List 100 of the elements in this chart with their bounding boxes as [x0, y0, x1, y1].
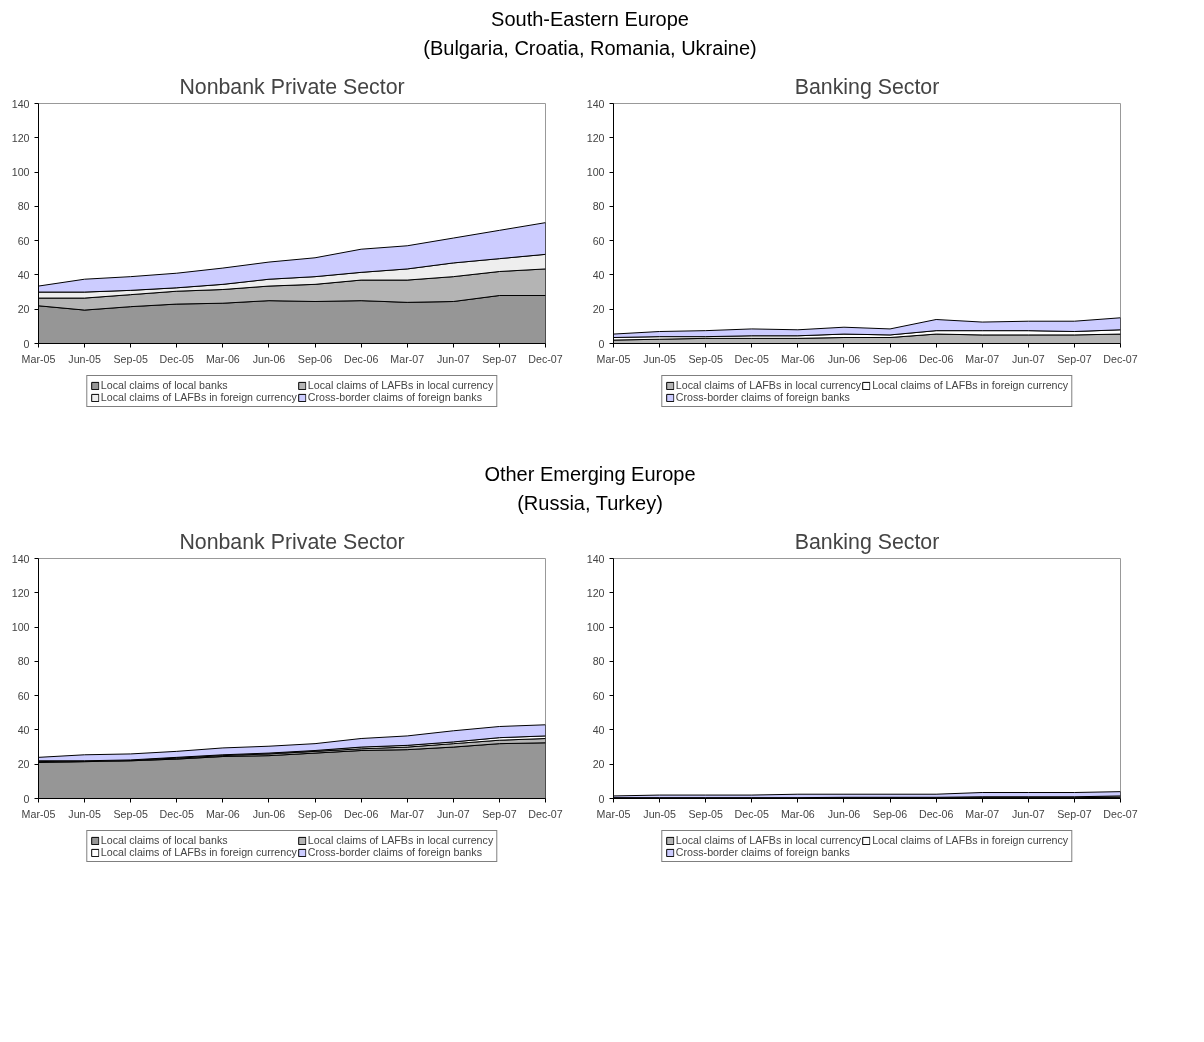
x-tick-label: Sep-07	[482, 807, 517, 820]
x-tick-label: Mar-07	[965, 807, 1000, 820]
y-tick-label: 80	[592, 655, 605, 668]
legend-label: Local claims of LAFBs in local currency	[675, 379, 862, 392]
y-tick-label: 40	[17, 724, 30, 737]
legend-label: Local claims of LAFBs in foreign currency	[100, 846, 297, 859]
x-tick-label: Sep-07	[1057, 352, 1092, 365]
y-tick-label: 0	[23, 337, 30, 350]
y-tick-label: 140	[586, 97, 605, 110]
chart-subtitle: Nonbank Private Sector	[179, 529, 405, 554]
y-tick-label: 20	[592, 303, 605, 316]
y-tick-label: 140	[11, 552, 30, 565]
legend-label: Local claims of LAFBs in foreign currency	[872, 834, 1069, 847]
y-tick-label: 20	[17, 758, 30, 771]
text: South-Eastern Europe (Bulgaria, Croatia, Romania, Ukraine)	[422, 7, 758, 61]
y-tick-label: 40	[592, 724, 605, 737]
x-tick-label: Mar-06	[780, 807, 815, 820]
legend-label: Cross-border claims of foreign banks	[675, 846, 850, 859]
y-tick-label: 100	[586, 166, 605, 179]
y-tick-label: 60	[592, 689, 605, 702]
chart-subtitle: Banking Sector	[794, 529, 940, 554]
x-tick-label: Sep-07	[1057, 807, 1092, 820]
y-tick-label: 60	[17, 689, 30, 702]
x-tick-label: Jun-07	[437, 352, 470, 365]
x-tick-label: Dec-07	[1103, 807, 1138, 820]
x-tick-label: Dec-05	[734, 352, 770, 365]
y-tick-label: 20	[592, 758, 605, 771]
x-tick-label: Dec-06	[918, 352, 954, 365]
y-tick-label: 40	[592, 269, 605, 282]
x-tick-label: Dec-07	[1103, 352, 1138, 365]
x-tick-label: Dec-06	[343, 807, 379, 820]
y-tick-label: 80	[17, 200, 30, 213]
legend-label: Local claims of LAFBs in foreign currency	[872, 379, 1069, 392]
x-tick-label: Dec-05	[734, 807, 770, 820]
legend-label: Cross-border claims of foreign banks	[307, 391, 482, 404]
y-tick-label: 0	[598, 337, 605, 350]
y-tick-label: 100	[11, 166, 30, 179]
x-tick-label: Mar-07	[390, 807, 425, 820]
x-tick-label: Mar-05	[21, 807, 56, 820]
y-tick-label: 120	[586, 131, 605, 144]
x-tick-label: Mar-06	[780, 352, 815, 365]
x-tick-label: Dec-05	[159, 807, 195, 820]
x-tick-label: Jun-06	[252, 807, 286, 820]
x-tick-label: Mar-05	[21, 352, 56, 365]
x-tick-label: Jun-05	[68, 807, 101, 820]
y-tick-label: 20	[17, 303, 30, 316]
x-tick-label: Sep-06	[297, 807, 333, 820]
x-tick-label: Dec-06	[343, 352, 379, 365]
x-tick-label: Sep-05	[113, 807, 148, 820]
legend-label: Local claims of LAFBs in foreign currency	[100, 391, 297, 404]
legend-label: Cross-border claims of foreign banks	[307, 846, 482, 859]
x-tick-label: Dec-06	[918, 807, 954, 820]
legend-label: Cross-border claims of foreign banks	[675, 391, 850, 404]
x-tick-label: Jun-05	[643, 807, 676, 820]
x-tick-label: Dec-05	[159, 352, 195, 365]
chart-subtitle: Nonbank Private Sector	[179, 74, 405, 99]
x-tick-label: Sep-06	[872, 807, 908, 820]
x-tick-label: Jun-07	[1012, 352, 1045, 365]
y-tick-label: 80	[17, 655, 30, 668]
chart-subtitle: Banking Sector	[794, 74, 940, 99]
legend-label: Local claims of LAFBs in local currency	[307, 834, 494, 847]
x-tick-label: Sep-06	[297, 352, 333, 365]
x-tick-label: Jun-06	[827, 352, 861, 365]
y-tick-label: 120	[11, 587, 30, 600]
x-tick-label: Mar-05	[596, 807, 631, 820]
y-tick-label: 140	[11, 97, 30, 110]
legend-label: Local claims of LAFBs in local currency	[307, 379, 494, 392]
x-tick-label: Dec-07	[528, 807, 563, 820]
x-tick-label: Dec-07	[528, 352, 563, 365]
y-tick-label: 120	[586, 587, 605, 600]
legend-label: Local claims of LAFBs in local currency	[675, 834, 862, 847]
y-tick-label: 0	[23, 792, 30, 805]
x-tick-label: Sep-05	[688, 807, 723, 820]
x-tick-label: Mar-06	[205, 807, 240, 820]
x-tick-label: Jun-06	[252, 352, 286, 365]
x-tick-label: Mar-05	[596, 352, 631, 365]
y-tick-label: 60	[17, 234, 30, 247]
y-tick-label: 100	[586, 621, 605, 634]
x-tick-label: Mar-07	[965, 352, 1000, 365]
legend-label: Local claims of local banks	[100, 379, 228, 392]
x-tick-label: Sep-07	[482, 352, 517, 365]
y-tick-label: 80	[592, 200, 605, 213]
x-tick-label: Sep-05	[113, 352, 148, 365]
x-tick-label: Jun-05	[68, 352, 101, 365]
x-tick-label: Sep-06	[872, 352, 908, 365]
y-tick-label: 120	[11, 131, 30, 144]
x-tick-label: Mar-07	[390, 352, 425, 365]
y-tick-label: 40	[17, 269, 30, 282]
legend-label: Local claims of local banks	[100, 834, 228, 847]
x-tick-label: Sep-05	[688, 352, 723, 365]
y-tick-label: 100	[11, 621, 30, 634]
x-tick-label: Jun-07	[437, 807, 470, 820]
y-tick-label: 60	[592, 234, 605, 247]
y-tick-label: 0	[598, 792, 605, 805]
x-tick-label: Mar-06	[205, 352, 240, 365]
text: Other Emerging Europe (Russia, Turkey)	[483, 462, 697, 516]
x-tick-label: Jun-06	[827, 807, 861, 820]
y-tick-label: 140	[586, 552, 605, 565]
x-tick-label: Jun-07	[1012, 807, 1045, 820]
x-tick-label: Jun-05	[643, 352, 676, 365]
